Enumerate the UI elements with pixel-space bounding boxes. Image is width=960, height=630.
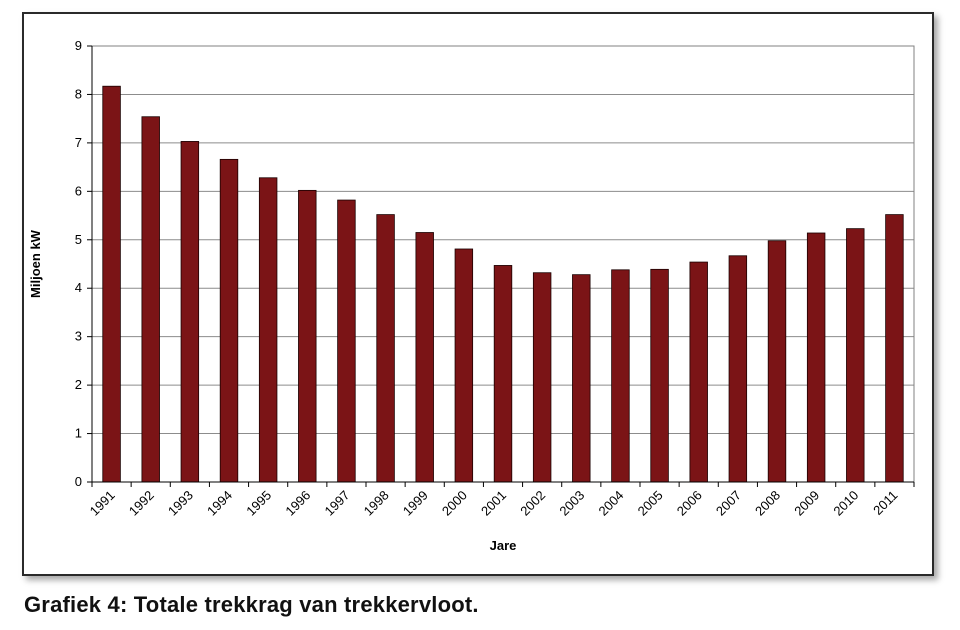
y-tick-label: 0 [75, 474, 82, 489]
figure-caption: Grafiek 4: Totale trekkrag van trekkervl… [24, 592, 479, 617]
x-tick-label: 1996 [282, 488, 313, 519]
x-tick-label: 2006 [674, 488, 705, 519]
y-tick-label: 3 [75, 329, 82, 344]
x-tick-label: 1998 [361, 488, 392, 519]
x-tick-label: 1993 [165, 488, 196, 519]
bar-2002 [532, 272, 552, 483]
bar-2004 [611, 269, 630, 483]
x-tick-label: 1999 [400, 488, 431, 519]
x-tick-label: 1991 [87, 488, 118, 519]
x-tick-label: 1992 [126, 488, 157, 519]
x-tick-label: 2009 [791, 488, 822, 519]
x-tick-label: 2004 [595, 488, 626, 519]
bar-2000 [454, 248, 474, 483]
bar-2008 [767, 240, 787, 483]
y-tick-label: 7 [75, 135, 82, 150]
x-tick-labels: 1991 1992 1993 1994 1995 1996 1997 1998 1999 2000… [87, 488, 901, 519]
x-tick-label: 2001 [478, 488, 509, 519]
bar-2007 [728, 255, 748, 483]
x-tick-label: 2008 [752, 488, 783, 519]
y-tick-label: 5 [75, 232, 82, 247]
bar-2006 [689, 261, 708, 483]
y-tick-label: 6 [75, 183, 82, 198]
x-tick-label: 2005 [635, 488, 666, 519]
y-tick-label: 9 [75, 38, 82, 53]
y-tick-labels: 0 1 2 3 4 5 6 7 8 9 [75, 38, 82, 489]
y-tick-label: 1 [75, 426, 82, 441]
axes [87, 45, 915, 487]
y-tick-label: 8 [75, 86, 82, 101]
y-tick-label: 4 [75, 280, 82, 295]
bar-1997 [337, 199, 356, 483]
x-tick-label: 1995 [243, 488, 274, 519]
x-tick-label: 1997 [321, 488, 352, 519]
x-tick-label: 2007 [713, 488, 744, 519]
bar-1994 [219, 158, 239, 483]
bar-2005 [650, 268, 669, 483]
bar-2003 [572, 274, 591, 483]
bar-1996 [298, 189, 317, 483]
bars [102, 85, 904, 483]
bar-2009 [806, 232, 826, 483]
y-tick-label: 2 [75, 377, 82, 392]
x-tick-label: 2010 [830, 488, 861, 519]
bar-2001 [493, 265, 513, 483]
x-tick-label: 2002 [517, 488, 548, 519]
bar-1993 [180, 141, 200, 483]
x-tick-label: 2011 [870, 488, 900, 518]
x-axis-title: Jare [490, 538, 517, 553]
x-tick-label: 2003 [556, 488, 587, 519]
bar-1995 [258, 177, 278, 483]
x-tick-label: 1994 [204, 488, 235, 519]
y-axis-title: Miljoen kW [28, 229, 43, 298]
bar-2010 [846, 228, 865, 483]
bar-1998 [376, 214, 395, 483]
bar-1992 [141, 116, 160, 483]
bar-1991 [102, 85, 121, 483]
x-tick-label: 2000 [439, 488, 470, 519]
bar-2011 [885, 214, 904, 483]
bar-1999 [415, 232, 434, 483]
